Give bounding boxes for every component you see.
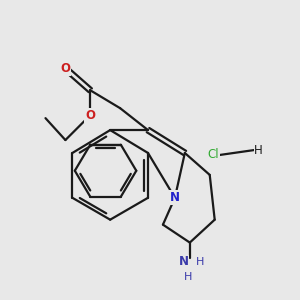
Text: H: H — [184, 272, 192, 282]
Text: Cl: Cl — [208, 148, 219, 161]
Text: O: O — [60, 62, 70, 75]
Text: H: H — [254, 143, 263, 157]
Text: O: O — [85, 109, 95, 122]
Text: H: H — [196, 257, 204, 267]
Text: N: N — [170, 191, 180, 204]
Text: N: N — [178, 255, 188, 268]
